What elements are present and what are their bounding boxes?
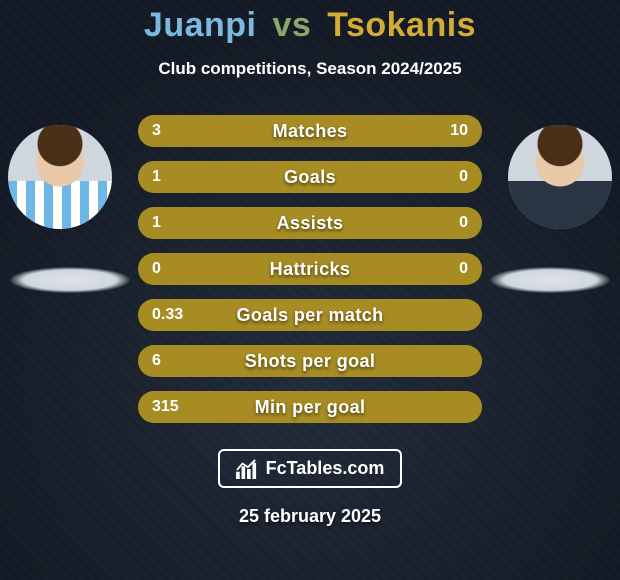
stat-label: Assists <box>138 207 482 239</box>
stat-row: 10Assists <box>138 207 482 239</box>
subtitle: Club competitions, Season 2024/2025 <box>0 59 620 79</box>
brand-badge: FcTables.com <box>218 449 403 488</box>
stat-row: 0.33Goals per match <box>138 299 482 331</box>
stat-label: Hattricks <box>138 253 482 285</box>
stat-label: Matches <box>138 115 482 147</box>
stat-row: 10Goals <box>138 161 482 193</box>
title: Juanpi vs Tsokanis <box>0 6 620 45</box>
mid-section: 310Matches 10Goals 10Assists 00Hattricks 0.3… <box>0 115 620 445</box>
stat-row: 310Matches <box>138 115 482 147</box>
brand-icon <box>236 459 258 479</box>
player1-hair <box>8 125 112 229</box>
comparison-card: Juanpi vs Tsokanis Club competitions, Se… <box>0 0 620 580</box>
title-player2: Tsokanis <box>327 6 476 44</box>
player2-shadow <box>490 267 610 293</box>
player2-hair <box>508 125 612 229</box>
player1-shadow <box>10 267 130 293</box>
stat-row: 00Hattricks <box>138 253 482 285</box>
stat-label: Goals per match <box>138 299 482 331</box>
stat-label: Shots per goal <box>138 345 482 377</box>
title-player1: Juanpi <box>144 6 257 44</box>
stat-row: 315Min per goal <box>138 391 482 423</box>
date-text: 25 february 2025 <box>0 506 620 527</box>
player1-avatar <box>8 125 112 229</box>
title-vs: vs <box>272 6 311 44</box>
player2-avatar <box>508 125 612 229</box>
brand-text: FcTables.com <box>266 458 385 479</box>
stat-row: 6Shots per goal <box>138 345 482 377</box>
stat-label: Goals <box>138 161 482 193</box>
content: Juanpi vs Tsokanis Club competitions, Se… <box>0 0 620 527</box>
stat-label: Min per goal <box>138 391 482 423</box>
stat-bars: 310Matches 10Goals 10Assists 00Hattricks 0.3… <box>138 115 482 437</box>
